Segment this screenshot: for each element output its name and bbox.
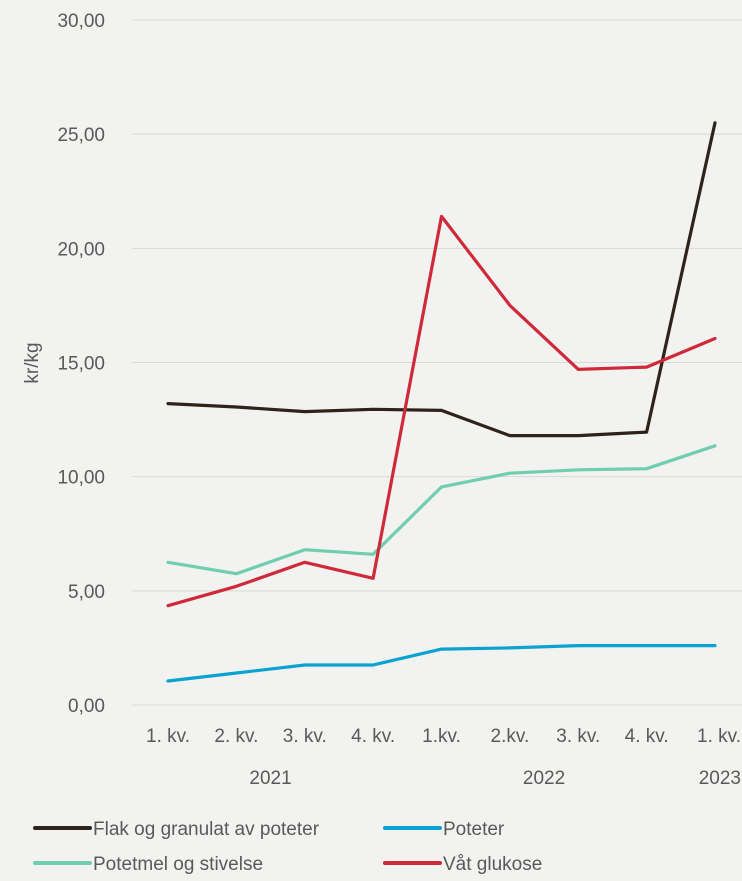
x-axis-year-label: 2023 xyxy=(699,768,741,789)
gridlines xyxy=(132,19,742,706)
series-line xyxy=(166,643,717,683)
x-tick-label: 4. kv. xyxy=(625,726,669,747)
x-tick-label: 1. kv. xyxy=(146,726,190,747)
y-tick-label: 30,00 xyxy=(57,11,105,32)
series-line xyxy=(166,444,717,576)
x-axis-year-label: 2021 xyxy=(249,768,291,789)
x-tick-label: 1.kv. xyxy=(422,726,461,747)
x-tick-label: 3. kv. xyxy=(556,726,600,747)
x-tick-label: 2.kv. xyxy=(491,726,530,747)
legend-label: Våt glukose xyxy=(443,854,542,875)
series-lines xyxy=(166,121,717,683)
x-axis-year-labels: 2021 2022 2023 xyxy=(249,768,741,789)
legend-label: Flak og granulat av poteter xyxy=(93,819,320,840)
legend-item: Potetmel og stivelse xyxy=(33,854,263,875)
legend-label: Poteter xyxy=(443,819,505,840)
series-line xyxy=(166,121,717,438)
x-tick-label: 3. kv. xyxy=(283,726,327,747)
y-axis-title: kr/kg xyxy=(22,342,43,383)
y-tick-label: 10,00 xyxy=(57,468,105,489)
y-tick-label: 5,00 xyxy=(68,582,105,603)
legend-item: Flak og granulat av poteter xyxy=(33,819,320,840)
legend-label: Potetmel og stivelse xyxy=(93,854,263,875)
x-axis-tick-labels: 1. kv. 2. kv. 3. kv. 4. kv. 1.kv. 2.kv. 3. kv.… xyxy=(146,726,741,747)
y-tick-label: 25,00 xyxy=(57,125,105,146)
series-line xyxy=(166,214,717,608)
x-tick-label: 1. kv. xyxy=(697,726,741,747)
x-tick-label: 2. kv. xyxy=(214,726,258,747)
legend-item: Våt glukose xyxy=(383,854,542,875)
legend-item: Poteter xyxy=(383,819,505,840)
y-tick-label: 0,00 xyxy=(68,696,105,717)
y-tick-label: 20,00 xyxy=(57,239,105,260)
legend: Flak og granulat av poteter Poteter Potetm… xyxy=(33,819,542,875)
x-tick-label: 4. kv. xyxy=(351,726,395,747)
y-tick-label: 15,00 xyxy=(57,354,105,375)
x-axis-year-label: 2022 xyxy=(523,768,565,789)
y-axis-tick-labels: 0,00 5,00 10,00 15,00 20,00 25,00 30,00 xyxy=(57,11,105,717)
